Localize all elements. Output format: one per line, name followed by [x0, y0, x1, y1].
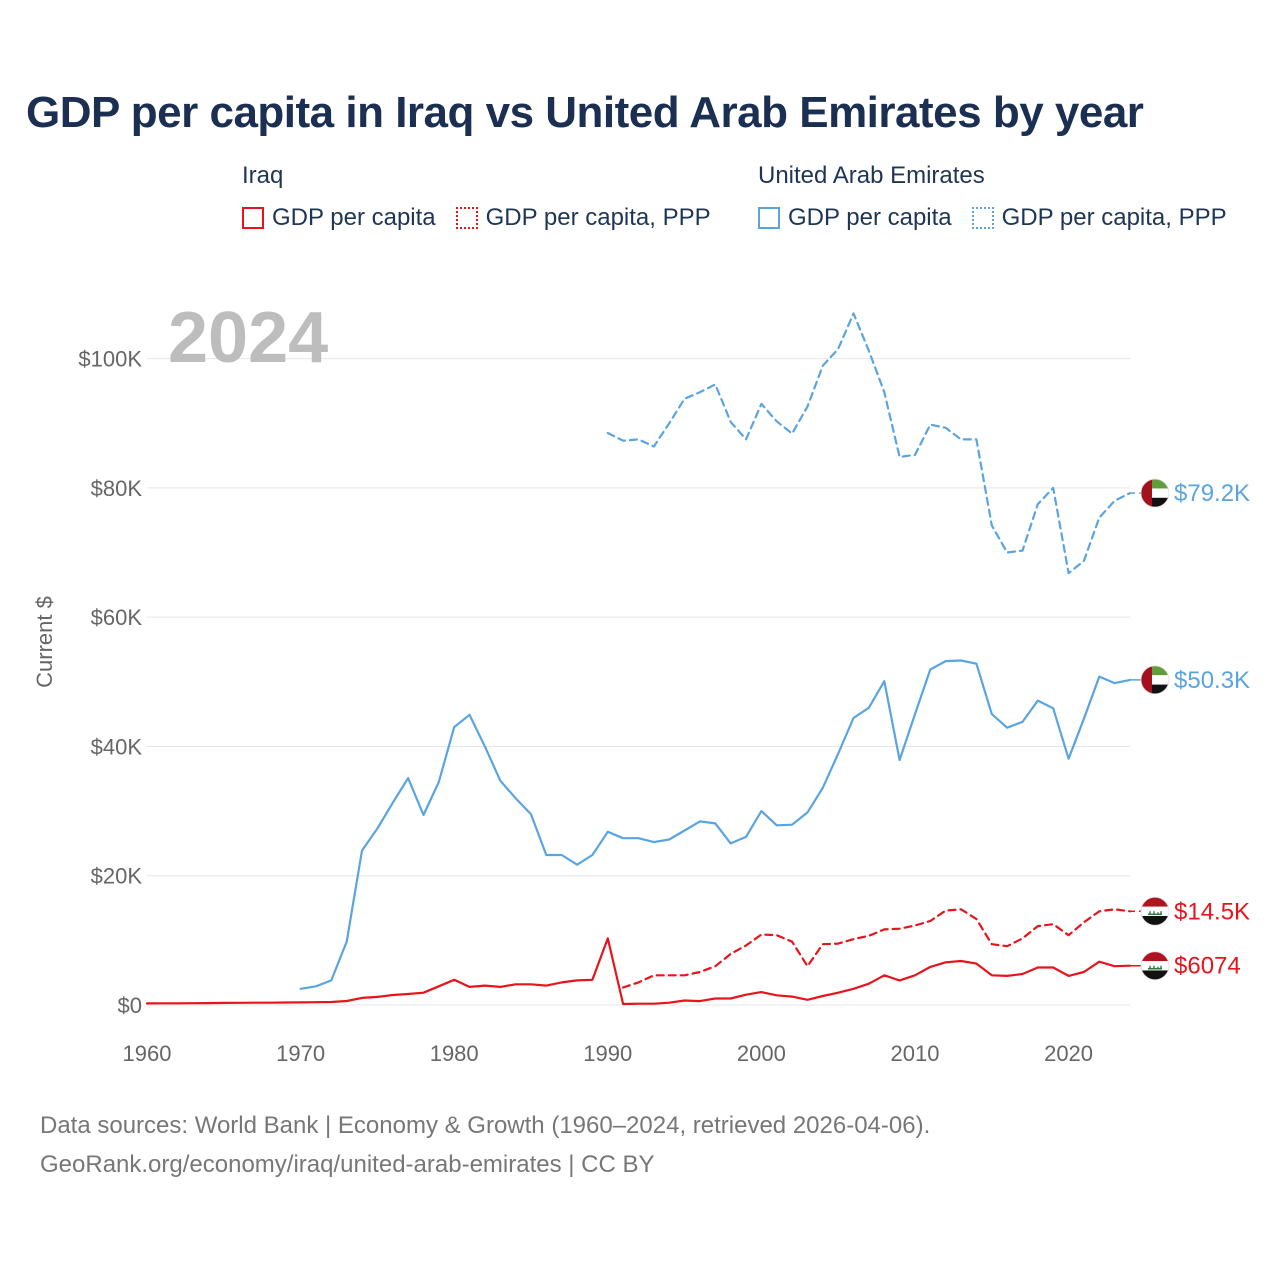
x-tick-label: 2020 — [1044, 1041, 1093, 1066]
legend-uae-gdp-label: GDP per capita — [788, 204, 952, 231]
current-year-label: 2024 — [168, 298, 328, 378]
footer: Data sources: World Bank | Economy & Gro… — [40, 1106, 930, 1184]
series-line-uae-gdp[interactable] — [299, 659, 1132, 990]
y-tick-label: $60K — [91, 605, 143, 630]
x-tick-label: 1980 — [430, 1041, 479, 1066]
y-tick-label: $20K — [91, 864, 143, 889]
legend-uae-ppp[interactable]: GDP per capita, PPP — [971, 204, 1227, 232]
x-tick-label: 1960 — [123, 1041, 172, 1066]
x-tick-label: 2000 — [737, 1041, 786, 1066]
series-layer — [145, 312, 1132, 1006]
uae-flag-icon — [1140, 665, 1170, 695]
y-tick-label: $0 — [118, 993, 142, 1018]
legend-iraq-ppp-label: GDP per capita, PPP — [485, 204, 711, 231]
legend-group-iraq: Iraq GDP per capita GDP per capita, PPP — [242, 162, 731, 232]
x-tick-label: 1970 — [276, 1041, 325, 1066]
series-line-uae-ppp[interactable] — [606, 312, 1132, 575]
x-tick-label: 2010 — [890, 1041, 939, 1066]
end-label-layer: $79.2K $50.3K $14.5K $6074 — [1130, 478, 1250, 981]
end-value-label: $14.5K — [1174, 898, 1250, 925]
iraq-flag-icon — [1140, 951, 1170, 981]
legend-swatch-uae-ppp — [971, 207, 994, 229]
series-line-iraq-gdp[interactable] — [145, 937, 1132, 1006]
iraq-flag-icon — [1140, 896, 1170, 926]
legend-iraq-ppp[interactable]: GDP per capita, PPP — [455, 204, 711, 232]
legend-group-iraq-name: Iraq — [242, 162, 284, 189]
legend-uae-ppp-label: GDP per capita, PPP — [1001, 204, 1227, 231]
end-value-label: $79.2K — [1174, 480, 1250, 507]
legend-iraq-gdp[interactable]: GDP per capita — [242, 204, 436, 232]
end-value-label: $6074 — [1174, 953, 1241, 980]
grid-layer — [147, 358, 1130, 1006]
legend-group-uae-name: United Arab Emirates — [758, 162, 985, 189]
y-tick-label: $40K — [91, 734, 143, 759]
uae-flag-icon — [1140, 478, 1170, 508]
chart-title: GDP per capita in Iraq vs United Arab Em… — [26, 88, 1144, 137]
legend-group-uae: United Arab Emirates GDP per capita GDP … — [758, 162, 1247, 232]
footer-sources: Data sources: World Bank | Economy & Gro… — [40, 1112, 931, 1139]
footer-link[interactable]: GeoRank.org/economy/iraq/united-arab-emi… — [40, 1151, 655, 1178]
legend-swatch-iraq-gdp — [242, 207, 264, 229]
y-axis-title: Current $ — [32, 596, 57, 688]
y-tick-label: $100K — [78, 347, 142, 372]
legend-iraq-gdp-label: GDP per capita — [272, 204, 436, 231]
legend-uae-gdp[interactable]: GDP per capita — [758, 204, 952, 232]
x-tick-label: 1990 — [583, 1041, 632, 1066]
legend-swatch-uae-gdp — [758, 207, 780, 229]
legend-swatch-iraq-ppp — [455, 207, 478, 229]
end-value-label: $50.3K — [1174, 667, 1250, 694]
axis-layer: $0 $20K $40K $60K $80K $100K 1960 1970 1980 1990 2… — [78, 347, 1093, 1066]
y-tick-label: $80K — [91, 476, 143, 501]
series-line-iraq-ppp[interactable] — [621, 908, 1132, 989]
